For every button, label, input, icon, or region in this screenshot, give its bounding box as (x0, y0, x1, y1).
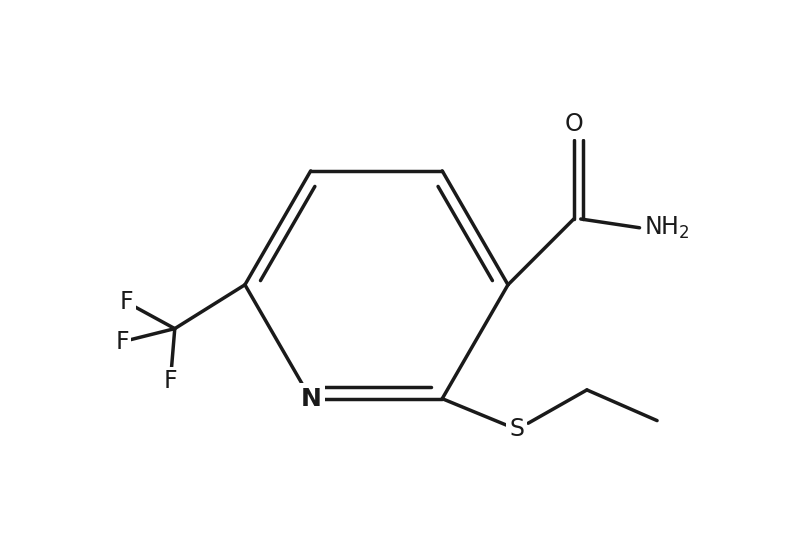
Text: S: S (509, 417, 524, 442)
Text: F: F (164, 369, 177, 393)
Text: F: F (120, 290, 133, 314)
Text: F: F (115, 330, 129, 354)
Text: NH$_2$: NH$_2$ (644, 215, 690, 241)
Text: O: O (564, 112, 583, 136)
Text: N: N (300, 387, 322, 411)
